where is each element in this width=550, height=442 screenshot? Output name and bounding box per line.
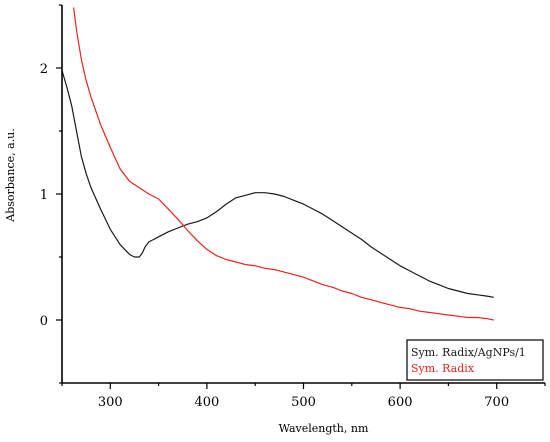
x-tick-label: 400 [194,395,219,410]
x-ticks: 300 400 500 600 700 [61,383,546,410]
legend-box [406,339,544,381]
legend-label-agnps: Sym. Radix/AgNPs/1 [411,346,526,359]
legend-label-radix: Sym. Radix [411,362,475,375]
series-line-0 [61,70,494,298]
y-ticks: 0 1 2 [40,4,62,384]
plot-lines [61,7,494,321]
x-tick-label: 600 [388,395,413,410]
y-tick-label: 1 [40,188,48,203]
x-axis-title: Wavelength, nm [279,422,369,435]
legend: Sym. Radix/AgNPs/1 Sym. Radix [406,339,544,381]
x-tick-label: 700 [484,395,509,410]
axes [61,5,545,384]
y-tick-label: 2 [40,62,48,77]
x-tick-label: 500 [291,395,316,410]
y-tick-label: 0 [40,314,48,329]
series-line-1 [73,7,494,321]
y-axis-title: Absorbance, a.u. [4,128,17,223]
x-tick-label: 300 [98,395,123,410]
